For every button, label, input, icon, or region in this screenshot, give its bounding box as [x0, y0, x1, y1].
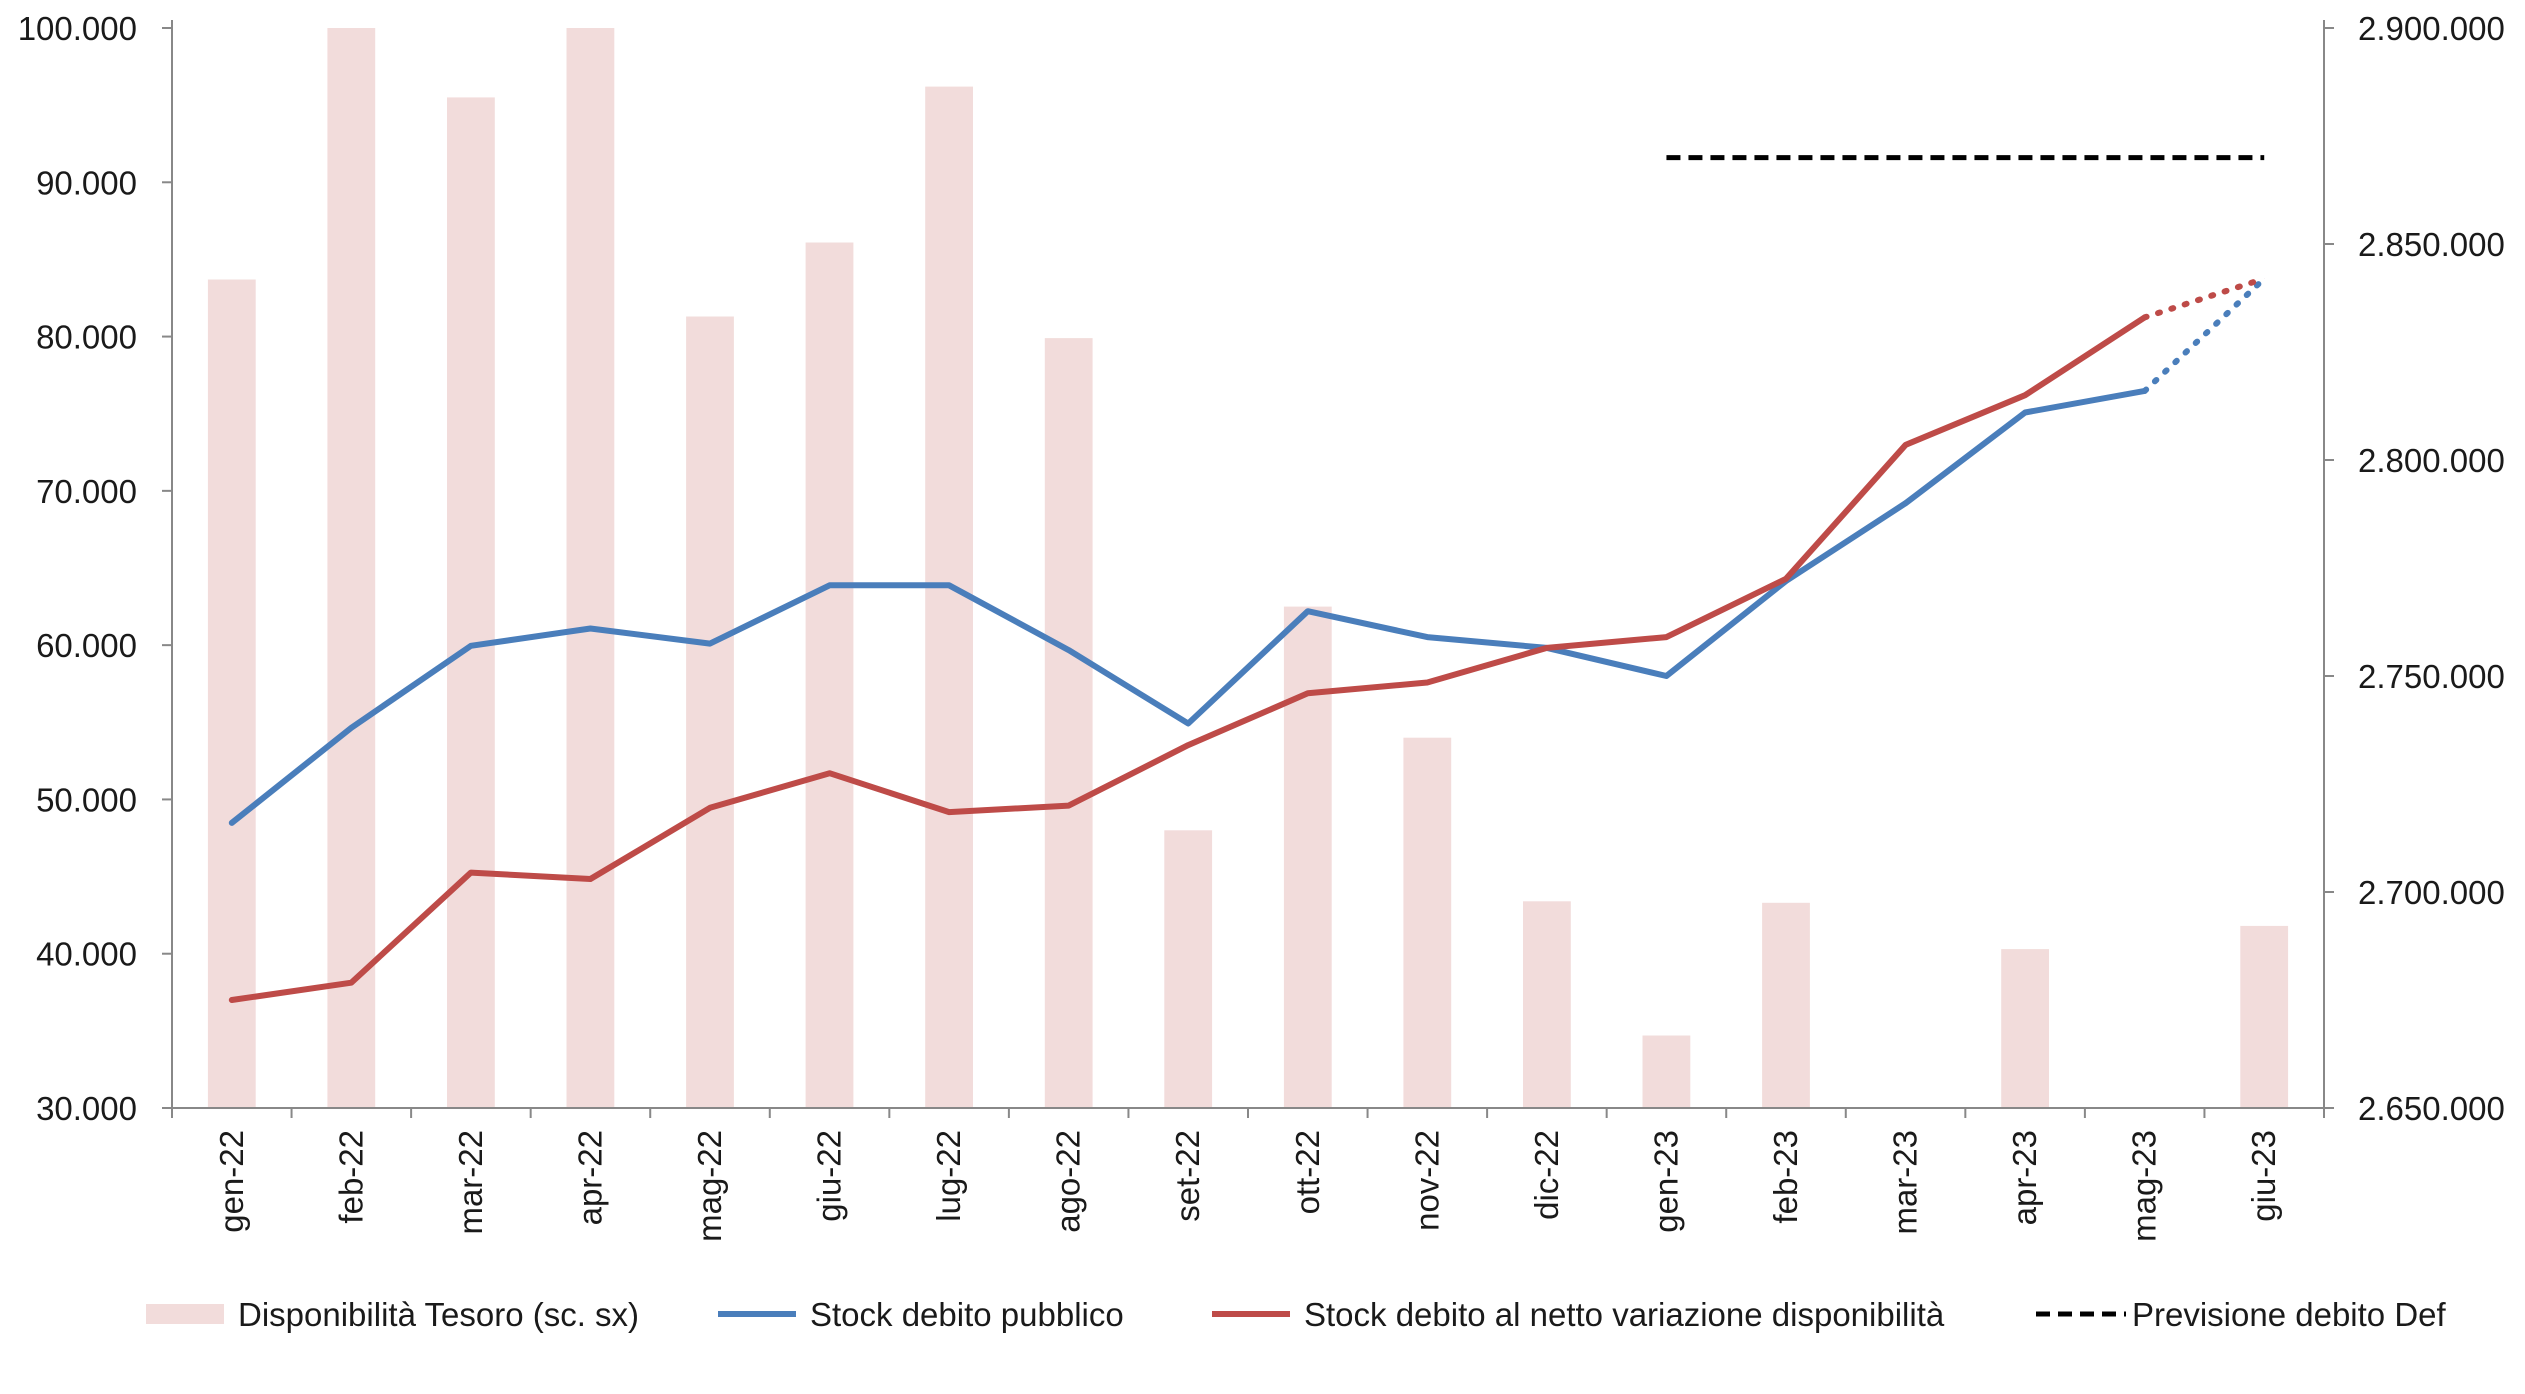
bar-nov-22: [1403, 737, 1452, 1108]
left-tick-label: 40.000: [36, 936, 137, 973]
x-tick-label: mag-22: [691, 1130, 728, 1242]
x-tick-labels: gen-22 feb-22 mar-22 apr-22 mag-22 giu-22 lug-…: [213, 1130, 2282, 1242]
left-tick-label: 90.000: [36, 164, 137, 201]
left-tick-label: 60.000: [36, 627, 137, 664]
x-tick-label: mar-23: [1887, 1130, 1924, 1235]
x-tick-label: apr-22: [571, 1130, 608, 1225]
x-tick-label: mar-22: [452, 1130, 489, 1235]
left-tick-label: 50.000: [36, 781, 137, 818]
axes: 30.000 40.000 50.000 60.000 70.000 80.000 90.0…: [18, 10, 2505, 1127]
x-tick-label: gen-23: [1647, 1130, 1684, 1233]
bar-dic-22: [1523, 901, 1571, 1108]
legend-label: Stock debito al netto variazione disponi…: [1304, 1296, 1945, 1333]
bar-gen-22: [207, 279, 256, 1108]
legend-label: Previsione debito Def: [2132, 1296, 2447, 1333]
legend-swatch-bar: [146, 1304, 224, 1324]
bar-mar-22: [447, 97, 495, 1108]
bar-giu-23: [2240, 925, 2289, 1108]
bar-apr-22: [566, 28, 615, 1108]
right-tick-label: 2.800.000: [2358, 442, 2505, 479]
x-tick-label: ago-22: [1050, 1130, 1087, 1233]
x-tick-label: set-22: [1169, 1130, 1206, 1222]
line-1-solid: [228, 387, 2148, 826]
right-tick-label: 2.750.000: [2358, 658, 2505, 695]
left-tick-label: 100.000: [18, 10, 137, 47]
line-1-projection: [2141, 275, 2268, 394]
x-tick-label: gen-22: [213, 1130, 250, 1233]
legend-label: Stock debito pubblico: [810, 1296, 1124, 1333]
x-tick-label: dic-22: [1528, 1130, 1565, 1220]
x-tick-label: feb-23: [1767, 1130, 1804, 1224]
x-tick-label: ott-22: [1289, 1130, 1326, 1214]
right-tick-label: 2.650.000: [2358, 1090, 2505, 1127]
left-tick-label: 70.000: [36, 473, 137, 510]
x-tick-label: giu-23: [2245, 1130, 2282, 1222]
bar-apr-23: [2001, 949, 2049, 1108]
x-tick-label: giu-22: [811, 1130, 848, 1222]
bar-gen-23: [1642, 1035, 1691, 1108]
bar-mag-22: [686, 316, 734, 1108]
bar-ott-22: [1283, 606, 1332, 1108]
lines-series: [228, 155, 2268, 1003]
x-tick-label: feb-22: [332, 1130, 369, 1224]
legend: Disponibilità Tesoro (sc. sx) Stock debit…: [146, 1296, 2447, 1333]
bar-giu-22: [805, 242, 854, 1108]
left-tick-label: 30.000: [36, 1090, 137, 1127]
left-tick-label: 80.000: [36, 319, 137, 356]
line-2-projection: [2141, 275, 2268, 321]
right-tick-label: 2.700.000: [2358, 874, 2505, 911]
bars-series: [207, 28, 2289, 1109]
x-tick-label: lug-22: [930, 1130, 967, 1222]
right-tick-label: 2.850.000: [2358, 226, 2505, 263]
right-tick-label: 2.900.000: [2358, 10, 2505, 47]
bar-ago-22: [1044, 338, 1093, 1109]
bar-set-22: [1164, 830, 1213, 1108]
legend-label: Disponibilità Tesoro (sc. sx): [238, 1296, 639, 1333]
x-tick-label: apr-23: [2006, 1130, 2043, 1225]
bar-feb-22: [327, 28, 376, 1108]
x-tick-label: mag-23: [2126, 1130, 2163, 1242]
x-tick-label: nov-22: [1408, 1130, 1445, 1231]
bar-feb-23: [1762, 902, 1810, 1108]
